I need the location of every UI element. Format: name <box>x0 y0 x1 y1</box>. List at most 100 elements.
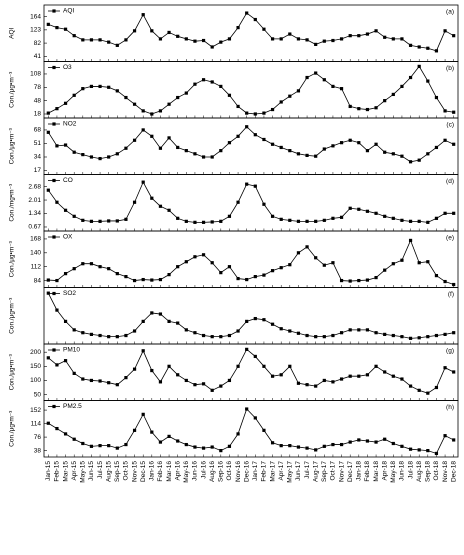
x-tick-label: Apr-16 <box>174 461 181 481</box>
data-point <box>184 328 188 332</box>
data-point <box>201 155 206 159</box>
x-tick-label: Oct-18 <box>433 461 440 481</box>
x-tick-label: Mar-17 <box>269 461 276 482</box>
data-point <box>81 377 85 381</box>
x-tick-label: Jul-17 <box>304 461 311 479</box>
x-tick-label: Jun-15 <box>88 461 95 481</box>
data-point <box>141 128 145 132</box>
data-point <box>391 441 395 446</box>
data-point <box>124 38 128 42</box>
y-tick-label: 100 <box>30 377 41 384</box>
data-point <box>417 261 421 265</box>
data-point <box>132 200 137 204</box>
data-point <box>46 22 50 26</box>
data-point <box>219 271 223 275</box>
data-point <box>72 371 76 375</box>
data-point <box>89 444 94 448</box>
data-point <box>55 278 59 283</box>
data-point <box>72 328 76 332</box>
data-point <box>383 35 387 39</box>
data-point <box>296 37 301 41</box>
y-tick-label: 76 <box>34 434 42 441</box>
data-point <box>63 208 68 212</box>
data-point <box>150 196 154 200</box>
data-point <box>391 374 395 378</box>
data-point <box>383 370 387 374</box>
legend-marker <box>52 348 56 352</box>
x-tick-label: May-15 <box>80 461 87 483</box>
data-point <box>331 84 335 89</box>
data-point <box>158 277 163 282</box>
x-tick-label: Jul-18 <box>407 461 414 479</box>
data-point <box>132 29 137 33</box>
data-point <box>434 145 439 150</box>
panel-label: (f) <box>448 291 454 298</box>
data-point <box>383 332 387 336</box>
y-tick-label: 123 <box>30 27 41 34</box>
data-point <box>314 448 318 452</box>
x-tick-label: Jan-16 <box>149 461 156 481</box>
data-point <box>132 367 137 371</box>
data-point <box>141 349 145 353</box>
y-tick-label: 150 <box>30 363 41 370</box>
data-point <box>365 32 370 36</box>
x-tick-label: Dec-15 <box>140 461 147 482</box>
data-point <box>124 333 128 338</box>
x-tick-label: Feb-18 <box>364 461 371 482</box>
data-point <box>426 391 430 395</box>
data-point <box>150 134 154 138</box>
data-point <box>434 274 439 278</box>
y-axis-title: Con./μg•m⁻³ <box>9 297 16 334</box>
data-point <box>63 143 68 147</box>
data-point <box>141 109 145 113</box>
data-point <box>55 144 59 148</box>
data-point <box>245 182 249 186</box>
data-point <box>357 328 361 332</box>
data-point <box>63 272 68 276</box>
data-point <box>270 107 275 112</box>
data-point <box>201 446 206 450</box>
legend-marker <box>52 235 56 239</box>
data-point <box>124 442 128 447</box>
y-tick-label: 18 <box>34 111 42 118</box>
data-point <box>89 219 94 223</box>
data-point <box>167 319 171 323</box>
data-point <box>443 366 447 370</box>
data-point <box>331 442 335 447</box>
data-point <box>426 79 430 83</box>
x-tick-label: May-17 <box>287 461 294 483</box>
data-point <box>383 437 387 441</box>
data-point <box>158 380 163 384</box>
data-point <box>115 335 119 339</box>
x-tick-label: Jan-15 <box>45 461 52 481</box>
data-point <box>193 152 197 156</box>
data-point <box>89 84 94 89</box>
data-point <box>81 87 85 91</box>
data-point <box>279 266 283 270</box>
data-point <box>400 258 404 262</box>
data-point <box>279 217 283 221</box>
data-point <box>452 331 456 335</box>
data-point <box>452 142 456 146</box>
data-point <box>55 200 59 204</box>
data-point <box>400 335 404 339</box>
data-point <box>452 211 456 215</box>
data-point <box>184 91 188 95</box>
data-point <box>339 141 344 145</box>
data-point <box>348 374 352 378</box>
data-point <box>400 218 404 222</box>
data-point <box>245 347 249 351</box>
data-point <box>279 327 283 331</box>
data-point <box>107 85 111 89</box>
x-tick-label: May-18 <box>390 461 397 483</box>
data-point <box>201 333 206 338</box>
data-point <box>365 439 370 443</box>
data-point <box>55 107 59 111</box>
data-point <box>443 109 447 113</box>
data-point <box>288 94 292 98</box>
data-point <box>279 444 283 448</box>
data-point <box>124 95 128 100</box>
data-point <box>115 383 119 387</box>
data-point <box>193 82 197 86</box>
data-point <box>339 377 344 381</box>
